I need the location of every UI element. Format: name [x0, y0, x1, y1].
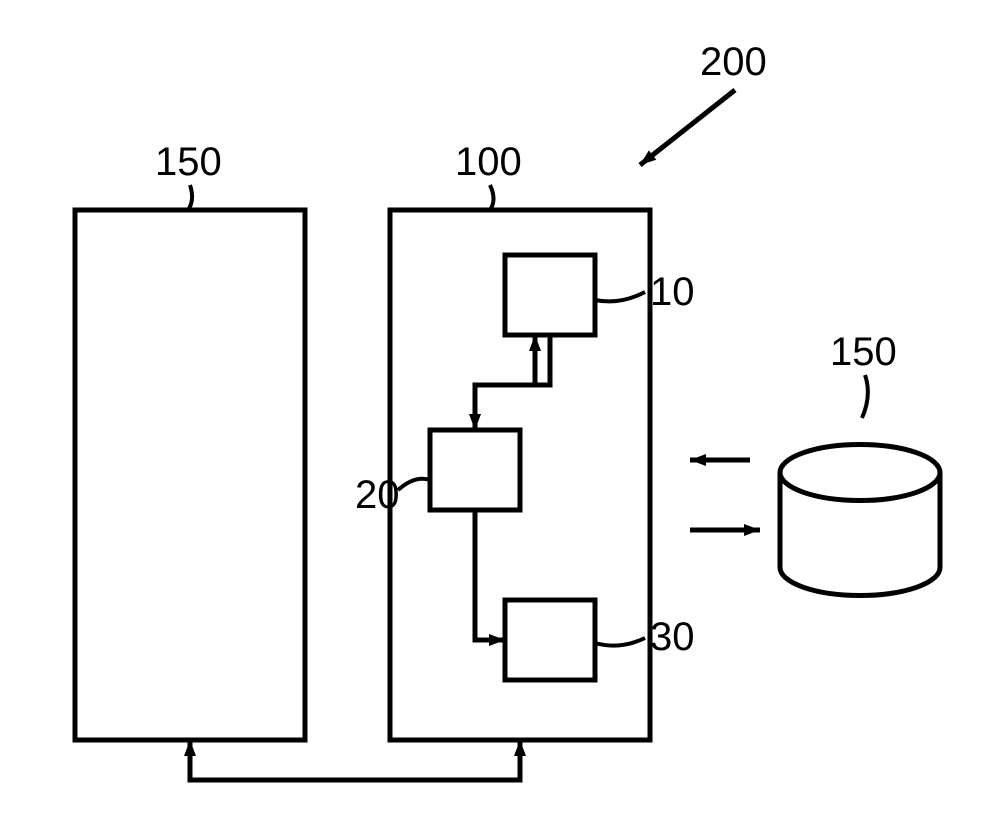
node-box30: [505, 600, 595, 680]
label-lbl150b: 150: [830, 330, 897, 374]
label-lbl150a: 150: [155, 140, 222, 184]
node-rect150: [75, 210, 305, 740]
node-cyl150-top: [780, 445, 940, 501]
label-lbl20: 20: [355, 473, 400, 517]
connector-arr200: [640, 90, 735, 165]
label-lbl10: 10: [650, 270, 695, 314]
leader-lbl30: [595, 638, 645, 646]
arrow-head-icon: [690, 454, 706, 466]
leader-lbl20: [398, 479, 430, 490]
node-box20: [430, 430, 520, 510]
leader-lbl150a: [188, 185, 192, 210]
connector-arr20to30: [475, 510, 505, 640]
leader-lbl150b: [862, 375, 868, 418]
node-box10: [505, 255, 595, 335]
label-lbl30: 30: [650, 615, 695, 659]
leader-lbl100: [490, 185, 494, 210]
arrow-head-icon: [744, 524, 760, 536]
leader-lbl10: [595, 292, 645, 301]
label-lbl200: 200: [700, 40, 767, 84]
diagram-canvas: 150 100 200 10 20 30 150: [0, 0, 1000, 836]
label-lbl100: 100: [455, 140, 522, 184]
connector-arrBottom: [190, 740, 520, 780]
